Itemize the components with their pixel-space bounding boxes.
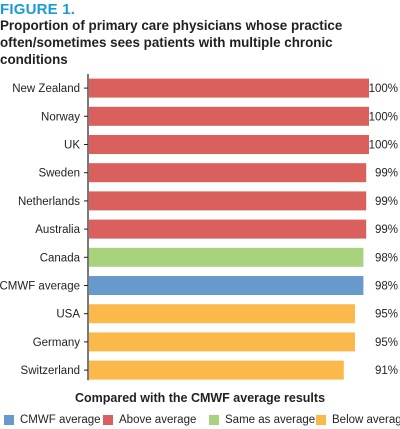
legend-swatch xyxy=(316,415,326,425)
legend-label: Above average xyxy=(119,414,197,426)
bar xyxy=(89,219,367,239)
data-label: 95% xyxy=(375,309,398,321)
category-label: New Zealand xyxy=(12,83,80,95)
data-label: 100% xyxy=(369,140,398,152)
bar xyxy=(89,135,369,154)
data-label: 98% xyxy=(375,281,398,293)
data-label: 100% xyxy=(369,83,398,95)
category-label: CMWF average xyxy=(0,281,80,293)
legend-label: Same as average xyxy=(225,414,316,426)
legend-item-above: Above average xyxy=(103,413,196,427)
category-label: Germany xyxy=(33,337,81,349)
data-label: 91% xyxy=(375,365,398,377)
legend-label: Below average xyxy=(332,414,400,426)
data-label: 99% xyxy=(375,196,398,208)
category-label: Norway xyxy=(41,111,80,123)
bar xyxy=(89,78,369,98)
category-label: Switzerland xyxy=(21,365,80,377)
data-label: 99% xyxy=(375,224,398,236)
bar xyxy=(89,163,367,183)
legend-swatch xyxy=(103,415,113,425)
category-label: Netherlands xyxy=(18,196,80,208)
legend-item-cmwf: CMWF average xyxy=(4,413,101,427)
category-label: Australia xyxy=(35,224,80,236)
bar xyxy=(89,247,364,267)
category-label: Sweden xyxy=(38,168,80,180)
bar xyxy=(89,304,355,324)
data-label: 95% xyxy=(375,337,398,349)
data-label: 100% xyxy=(369,111,398,123)
legend-title: Compared with the CMWF average results xyxy=(74,391,326,405)
category-label: USA xyxy=(56,309,80,321)
data-label: 98% xyxy=(375,252,398,264)
chart-title: Proportion of primary care physicians wh… xyxy=(0,18,343,67)
legend: CMWF average Above average Same as average… xyxy=(4,413,400,427)
data-label: 99% xyxy=(375,168,398,180)
legend-swatch xyxy=(4,415,14,425)
bar xyxy=(89,106,369,126)
bar xyxy=(89,191,367,211)
category-label: Canada xyxy=(40,252,81,264)
legend-label: CMWF average xyxy=(20,414,101,426)
legend-item-same: Same as average xyxy=(209,413,315,427)
bar xyxy=(89,332,355,352)
legend-item-below: Below average xyxy=(316,413,400,427)
bar xyxy=(89,276,364,295)
category-label: UK xyxy=(64,140,80,152)
legend-swatch xyxy=(209,415,219,425)
bar xyxy=(89,360,344,380)
figure-label: FIGURE 1. xyxy=(0,1,76,18)
